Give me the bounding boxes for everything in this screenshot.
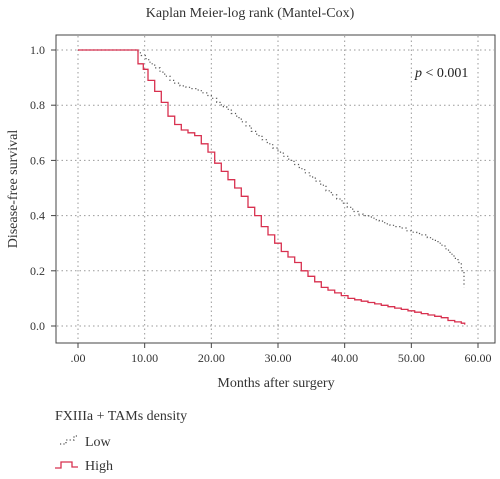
y-tick-label: 0.4 bbox=[30, 209, 45, 223]
x-tick-label: 10.00 bbox=[131, 351, 158, 365]
series-layer bbox=[78, 49, 466, 325]
chart-title: Kaplan Meier-log rank (Mantel-Cox) bbox=[146, 6, 355, 21]
p-value-annotation: p < 0.001 bbox=[414, 66, 468, 81]
y-tick-label: 0.6 bbox=[30, 153, 45, 167]
legend-swatch-high bbox=[55, 461, 78, 469]
x-tick-label: 20.00 bbox=[198, 351, 225, 365]
series-high-curve bbox=[78, 49, 466, 325]
legend: Low High bbox=[55, 435, 113, 474]
x-axis-label: Months after surgery bbox=[217, 376, 334, 391]
plot-frame bbox=[55, 34, 496, 344]
p-value-text: < 0.001 bbox=[422, 66, 468, 81]
x-tick-label: 40.00 bbox=[331, 351, 358, 365]
x-tick-label: 30.00 bbox=[265, 351, 292, 365]
legend-label-low: Low bbox=[85, 435, 112, 450]
x-tick-label: 60.00 bbox=[465, 351, 492, 365]
y-axis-label: Disease-free survival bbox=[6, 130, 21, 249]
y-tick-label: 0.8 bbox=[30, 98, 45, 112]
x-tick-label: 50.00 bbox=[398, 351, 425, 365]
series-low-curve bbox=[78, 49, 465, 288]
y-axis: 0.0 0.2 0.4 0.6 0.8 1.0 bbox=[30, 43, 56, 333]
legend-swatch-low bbox=[60, 435, 78, 445]
x-axis: .00 10.00 20.00 30.00 40.00 50.00 60.00 bbox=[71, 343, 492, 365]
y-tick-label: 0.2 bbox=[30, 264, 45, 278]
legend-title: FXIIIa + TAMs density bbox=[55, 409, 187, 424]
x-tick-label: .00 bbox=[71, 351, 86, 365]
legend-label-high: High bbox=[85, 459, 113, 474]
y-tick-label: 0.0 bbox=[30, 319, 45, 333]
grid bbox=[57, 36, 494, 342]
y-tick-label: 1.0 bbox=[30, 43, 45, 57]
